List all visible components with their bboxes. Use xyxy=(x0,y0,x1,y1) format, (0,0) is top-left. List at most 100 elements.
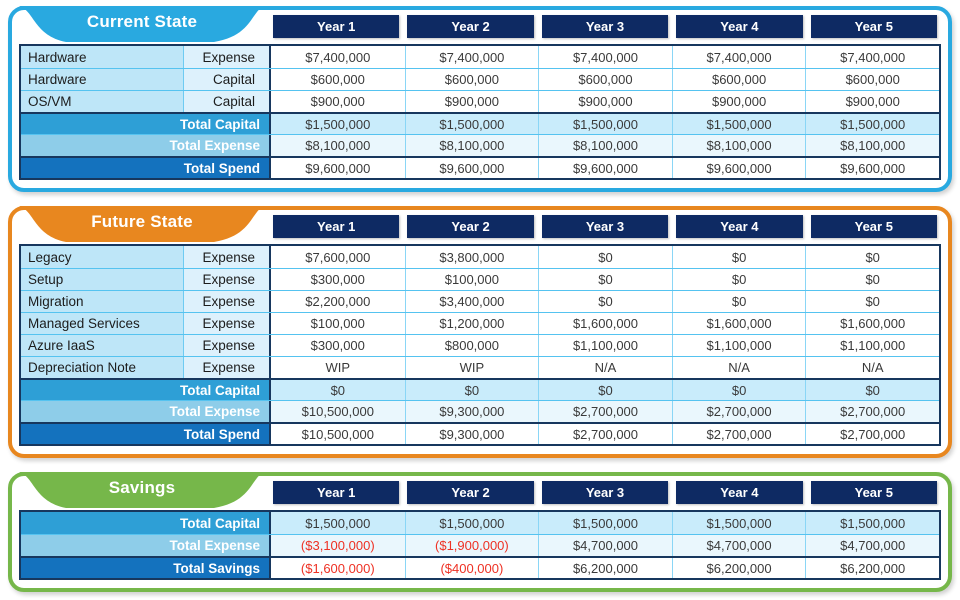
value-cell: $7,400,000 xyxy=(805,46,939,68)
item-cell: Hardware xyxy=(21,69,184,90)
value-cell: $0 xyxy=(671,291,806,312)
value-cell: $8,100,000 xyxy=(538,135,672,156)
item-cell: Azure IaaS xyxy=(21,335,184,356)
value-cell: WIP xyxy=(271,357,405,378)
value-cell: $900,000 xyxy=(271,91,405,112)
total-label-cell: Total Capital xyxy=(21,380,271,400)
value-cell: $2,700,000 xyxy=(671,401,806,422)
value-cell: $1,100,000 xyxy=(538,335,672,356)
value-cell: $6,200,000 xyxy=(538,558,672,578)
value-cell: $2,700,000 xyxy=(671,424,806,444)
year-header: Year 2 xyxy=(407,15,534,38)
year-header: Year 5 xyxy=(810,481,937,504)
total-row: Total Savings ($1,600,000) ($400,000) $6,20… xyxy=(21,556,939,578)
total-label-cell: Total Capital xyxy=(21,114,271,134)
value-cell: $0 xyxy=(671,380,806,400)
year-header: Year 2 xyxy=(407,215,534,238)
value-cell: $9,600,000 xyxy=(404,158,539,178)
value-cell: $300,000 xyxy=(271,269,405,290)
value-cell: $0 xyxy=(671,246,806,268)
table-row: Hardware Capital $600,000 $600,000 $600,000 $… xyxy=(21,68,939,90)
type-cell: Expense xyxy=(184,46,271,68)
value-cell: $1,500,000 xyxy=(404,512,539,534)
table-row: Azure IaaS Expense $300,000 $800,000 $1,100,… xyxy=(21,334,939,356)
value-cell: $3,400,000 xyxy=(404,291,539,312)
table-row: OS/VM Capital $900,000 $900,000 $900,000 $900… xyxy=(21,90,939,112)
year-header: Year 4 xyxy=(676,15,803,38)
value-cell: $2,700,000 xyxy=(538,401,672,422)
value-cell: WIP xyxy=(404,357,539,378)
value-cell: $8,100,000 xyxy=(805,135,939,156)
item-cell: Migration xyxy=(21,291,184,312)
year-header: Year 4 xyxy=(676,215,803,238)
total-label-cell: Total Spend xyxy=(21,424,271,444)
table-row: Migration Expense $2,200,000 $3,400,000 $0 $0… xyxy=(21,290,939,312)
total-label-cell: Total Spend xyxy=(21,158,271,178)
tab-ribbon-shape xyxy=(19,472,265,508)
type-cell: Capital xyxy=(184,91,271,112)
value-cell: $8,100,000 xyxy=(671,135,806,156)
type-cell: Expense xyxy=(184,335,271,356)
value-cell: $10,500,000 xyxy=(271,424,405,444)
total-row: Total Capital $0 $0 $0 $0 $0 xyxy=(21,378,939,400)
value-cell: $1,500,000 xyxy=(805,512,939,534)
item-cell: Depreciation Note xyxy=(21,357,184,378)
total-row: Total Capital $1,500,000 $1,500,000 $1,500,… xyxy=(21,512,939,534)
table-row: Depreciation Note Expense WIP WIP N/A N/A N/A xyxy=(21,356,939,378)
value-cell: $600,000 xyxy=(271,69,405,90)
value-cell: $1,500,000 xyxy=(805,114,939,134)
value-cell: $1,500,000 xyxy=(671,114,806,134)
year-header: Year 1 xyxy=(273,215,400,238)
value-cell: N/A xyxy=(538,357,672,378)
current-state-table: Hardware Expense $7,400,000 $7,400,000 $7,40… xyxy=(19,44,941,180)
value-cell: $0 xyxy=(538,291,672,312)
year-header: Year 5 xyxy=(810,15,937,38)
value-cell: $0 xyxy=(538,380,672,400)
value-cell: $2,700,000 xyxy=(805,401,939,422)
value-cell: N/A xyxy=(805,357,939,378)
panel-current-state: Current State Year 1 Year 2 Year 3 Year 4 Ye… xyxy=(8,6,952,192)
value-cell: $1,100,000 xyxy=(805,335,939,356)
item-cell: Legacy xyxy=(21,246,184,268)
value-cell: $7,600,000 xyxy=(271,246,405,268)
total-label-cell: Total Savings xyxy=(21,558,271,578)
value-cell: ($1,600,000) xyxy=(271,558,405,578)
value-cell: $0 xyxy=(805,246,939,268)
total-label-cell: Total Expense xyxy=(21,135,271,156)
value-cell: $7,400,000 xyxy=(404,46,539,68)
year-header: Year 3 xyxy=(541,215,669,238)
value-cell: $8,100,000 xyxy=(404,135,539,156)
value-cell: $0 xyxy=(404,380,539,400)
panel-header: Current State Year 1 Year 2 Year 3 Year 4 Ye… xyxy=(19,6,941,44)
value-cell: $7,400,000 xyxy=(271,46,405,68)
type-cell: Capital xyxy=(184,69,271,90)
year-header: Year 4 xyxy=(676,481,803,504)
value-cell: $4,700,000 xyxy=(538,535,672,556)
value-cell: $0 xyxy=(538,246,672,268)
year-header: Year 2 xyxy=(407,481,534,504)
value-cell: $0 xyxy=(805,291,939,312)
value-cell: $0 xyxy=(805,380,939,400)
value-cell: $2,700,000 xyxy=(538,424,672,444)
value-cell: N/A xyxy=(671,357,806,378)
panel-tab: Savings xyxy=(16,472,268,509)
value-cell: $6,200,000 xyxy=(671,558,806,578)
total-row: Total Expense ($3,100,000) ($1,900,000) $4,… xyxy=(21,534,939,556)
year-header: Year 5 xyxy=(810,215,937,238)
year-header: Year 3 xyxy=(541,15,669,38)
panel-savings: Savings Year 1 Year 2 Year 3 Year 4 Year 5 T… xyxy=(8,472,952,592)
type-cell: Expense xyxy=(184,291,271,312)
value-cell: $9,600,000 xyxy=(671,158,806,178)
value-cell: $600,000 xyxy=(538,69,672,90)
total-row: Total Expense $8,100,000 $8,100,000 $8,100,… xyxy=(21,134,939,156)
type-cell: Expense xyxy=(184,313,271,334)
value-cell: $300,000 xyxy=(271,335,405,356)
value-cell: $1,600,000 xyxy=(805,313,939,334)
value-cell: $600,000 xyxy=(671,69,806,90)
value-cell: $900,000 xyxy=(404,91,539,112)
value-cell: $1,500,000 xyxy=(271,114,405,134)
type-cell: Expense xyxy=(184,246,271,268)
value-cell: $1,500,000 xyxy=(404,114,539,134)
value-cell: $9,600,000 xyxy=(538,158,672,178)
